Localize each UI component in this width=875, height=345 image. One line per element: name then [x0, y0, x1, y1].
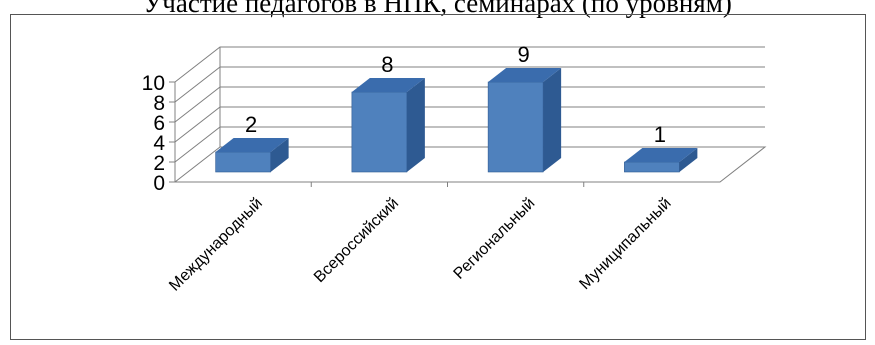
gridline — [174, 126, 765, 163]
data-label: 1 — [654, 122, 666, 147]
x-category-label: Всероссийский — [311, 195, 402, 286]
bar-side — [679, 148, 698, 172]
chart-grid — [169, 46, 767, 187]
y-tick-label: 4 — [153, 132, 165, 155]
bar — [487, 68, 562, 173]
data-label: 8 — [381, 52, 393, 77]
y-tick-label: 6 — [153, 112, 165, 135]
bar — [351, 78, 425, 173]
bar-side — [406, 78, 425, 172]
gridline — [174, 106, 765, 143]
bar-side — [270, 138, 289, 172]
x-category-label: Муниципальный — [576, 195, 674, 293]
bar-front — [215, 151, 271, 173]
chart-frame — [10, 14, 866, 340]
x-category-label: Международный — [166, 195, 266, 295]
data-label: 9 — [518, 42, 530, 67]
chart-floor — [173, 146, 767, 183]
gridline — [174, 86, 765, 123]
y-tick-label: 10 — [142, 72, 165, 95]
y-tick-label: 0 — [153, 172, 165, 195]
bar-top — [488, 68, 562, 82]
x-category-label: Региональный — [451, 195, 539, 283]
data-labels: 2 8 9 1 — [245, 42, 666, 147]
bar-front — [351, 91, 408, 173]
x-axis-labels: Международный Всероссийский Региональный Му… — [166, 195, 674, 295]
bar — [624, 148, 698, 173]
bar-front — [487, 81, 544, 173]
bar-top — [215, 138, 289, 152]
y-tick-label: 2 — [153, 152, 165, 175]
gridline — [174, 66, 765, 103]
bar — [215, 138, 289, 173]
bar-front — [624, 161, 680, 173]
gridline — [174, 46, 765, 83]
data-label: 2 — [245, 112, 257, 137]
bar-top — [351, 78, 425, 92]
chart-title: Участие педагогов в НПК, семинарах (по у… — [143, 0, 732, 18]
y-tick-label: 8 — [153, 92, 165, 115]
chart-bars — [215, 68, 698, 173]
bar-side — [543, 68, 562, 172]
bar-top — [624, 148, 698, 162]
